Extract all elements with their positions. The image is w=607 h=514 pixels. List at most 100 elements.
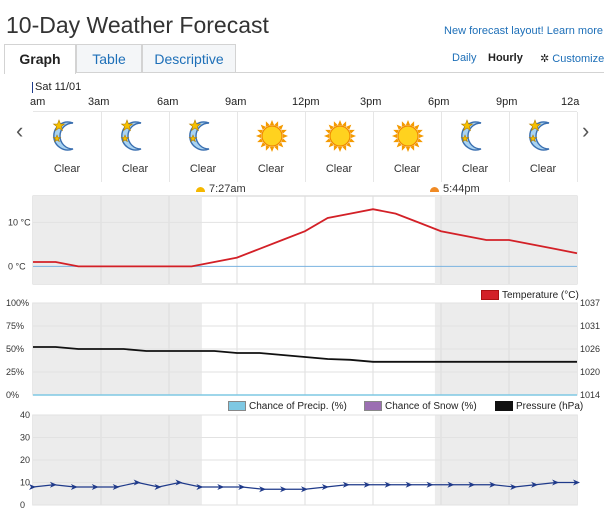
condition-label: Clear xyxy=(529,163,557,175)
wind-direction-marker xyxy=(301,486,308,493)
chart-panel xyxy=(32,302,578,396)
sunrise-icon xyxy=(196,186,205,192)
wind-direction-marker xyxy=(363,481,371,488)
condition-cell: Clear xyxy=(33,112,102,182)
hour-label: 3pm xyxy=(360,96,382,108)
wind-line xyxy=(32,481,577,490)
wind-direction-marker xyxy=(175,479,183,486)
wind-direction-marker xyxy=(384,481,392,488)
left-tick-label: 50% xyxy=(6,344,24,354)
condition-cell: Clear xyxy=(373,112,442,182)
left-tick-label: 0% xyxy=(6,390,19,400)
sunset: 5:44pm xyxy=(430,183,480,195)
hour-label: 6pm xyxy=(428,96,450,108)
chart-panel xyxy=(32,195,578,285)
wind-direction-marker xyxy=(70,484,78,490)
condition-cell: Clear xyxy=(509,112,578,182)
hour-label: 6am xyxy=(157,96,179,108)
tab-table[interactable]: Table xyxy=(76,44,142,72)
wind-direction-marker xyxy=(468,481,476,488)
condition-cell: Clear xyxy=(101,112,170,182)
legend-swatch xyxy=(364,401,382,412)
wind-direction-marker xyxy=(510,484,518,490)
condition-cell: Clear xyxy=(441,112,510,182)
condition-label: Clear xyxy=(393,163,421,175)
hour-label: 9am xyxy=(225,96,247,108)
chevron-right-icon[interactable]: › xyxy=(582,118,590,143)
legend-snow: Chance of Snow (%) xyxy=(364,401,477,412)
night-shade xyxy=(33,303,202,395)
condition-label: Clear xyxy=(257,163,285,175)
legend-label: Temperature (°C) xyxy=(502,290,579,301)
legend-swatch xyxy=(481,290,499,301)
y-tick-label: 40 xyxy=(20,410,30,420)
hour-label: 9pm xyxy=(496,96,518,108)
tab-descriptive[interactable]: Descriptive xyxy=(142,44,236,72)
left-tick-label: 25% xyxy=(6,367,24,377)
hour-label: 12pm xyxy=(292,96,320,108)
legend-swatch xyxy=(495,401,513,412)
gear-icon: ✲ xyxy=(540,53,550,65)
night-shade xyxy=(434,196,577,284)
right-tick-label: 1026 xyxy=(580,344,600,354)
y-tick-label: 0 °C xyxy=(8,261,26,271)
wind-direction-marker xyxy=(217,484,225,490)
hour-label: 12a xyxy=(561,96,580,108)
date-label: Sat 11/01 xyxy=(32,82,81,93)
legend-pressure: Pressure (hPa) xyxy=(495,401,583,412)
hourly-link[interactable]: Hourly xyxy=(488,52,523,64)
y-tick-label: 20 xyxy=(20,455,30,465)
wind-direction-marker xyxy=(426,481,434,488)
y-tick-label: 10 xyxy=(20,478,30,488)
wind-direction-marker xyxy=(196,484,204,490)
sunset-time: 5:44pm xyxy=(443,183,480,195)
customize-link[interactable]: ✲ Customize xyxy=(540,52,604,65)
right-tick-label: 1031 xyxy=(580,321,600,331)
wind-direction-marker xyxy=(259,486,267,493)
tab-graph[interactable]: Graph xyxy=(4,44,76,74)
wind-direction-marker xyxy=(280,486,288,493)
sunset-icon xyxy=(430,186,439,192)
wind-direction-marker xyxy=(29,484,36,490)
wind-direction-marker xyxy=(531,481,539,488)
wind-direction-marker xyxy=(49,481,57,488)
hour-label: am xyxy=(30,96,46,108)
left-tick-label: 100% xyxy=(6,298,29,308)
temperature-line xyxy=(33,208,578,268)
sunrise-time: 7:27am xyxy=(209,183,246,195)
tab-bar: Graph Table Descriptive xyxy=(4,44,604,74)
chart-panel xyxy=(32,414,578,506)
customize-label: Customize xyxy=(552,53,605,65)
wind-direction-marker xyxy=(342,481,350,488)
new-layout-link[interactable]: New forecast layout! Learn more xyxy=(444,25,603,37)
night-shade xyxy=(434,303,577,395)
wind-direction-marker xyxy=(154,484,162,490)
wind-direction-marker xyxy=(489,481,497,488)
legend-temperature: Temperature (°C) xyxy=(481,290,579,301)
condition-label: Clear xyxy=(189,163,217,175)
pressure-line xyxy=(33,346,577,363)
condition-cell: Clear xyxy=(169,112,238,182)
legend-label: Chance of Precip. (%) xyxy=(249,401,347,412)
legend-label: Chance of Snow (%) xyxy=(385,401,477,412)
y-tick-label: 10 °C xyxy=(8,217,31,227)
night-shade xyxy=(434,415,577,505)
y-tick-label: 0 xyxy=(20,500,25,510)
daily-link[interactable]: Daily xyxy=(452,52,477,64)
legend-precip: Chance of Precip. (%) xyxy=(228,401,347,412)
condition-label: Clear xyxy=(461,163,489,175)
condition-cell: Clear xyxy=(305,112,374,182)
night-shade xyxy=(33,196,202,284)
wind-direction-marker xyxy=(447,481,455,488)
condition-label: Clear xyxy=(121,163,149,175)
night-shade xyxy=(33,415,202,505)
wind-direction-marker xyxy=(405,481,413,488)
wind-direction-marker xyxy=(238,484,246,490)
left-tick-label: 75% xyxy=(6,321,24,331)
condition-cell: Clear xyxy=(237,112,306,182)
condition-label: Clear xyxy=(53,163,81,175)
right-tick-label: 1014 xyxy=(580,390,600,400)
condition-label: Clear xyxy=(325,163,353,175)
chevron-left-icon[interactable]: ‹ xyxy=(16,118,24,143)
